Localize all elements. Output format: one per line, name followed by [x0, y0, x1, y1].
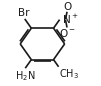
Text: H$_2$N: H$_2$N — [15, 69, 35, 83]
Text: $\mathregular{O}^-$: $\mathregular{O}^-$ — [59, 27, 76, 39]
Text: $\mathregular{N}^+$: $\mathregular{N}^+$ — [62, 13, 79, 26]
Text: Br: Br — [18, 8, 29, 18]
Text: CH$_3$: CH$_3$ — [59, 68, 79, 81]
Text: O: O — [64, 2, 72, 12]
